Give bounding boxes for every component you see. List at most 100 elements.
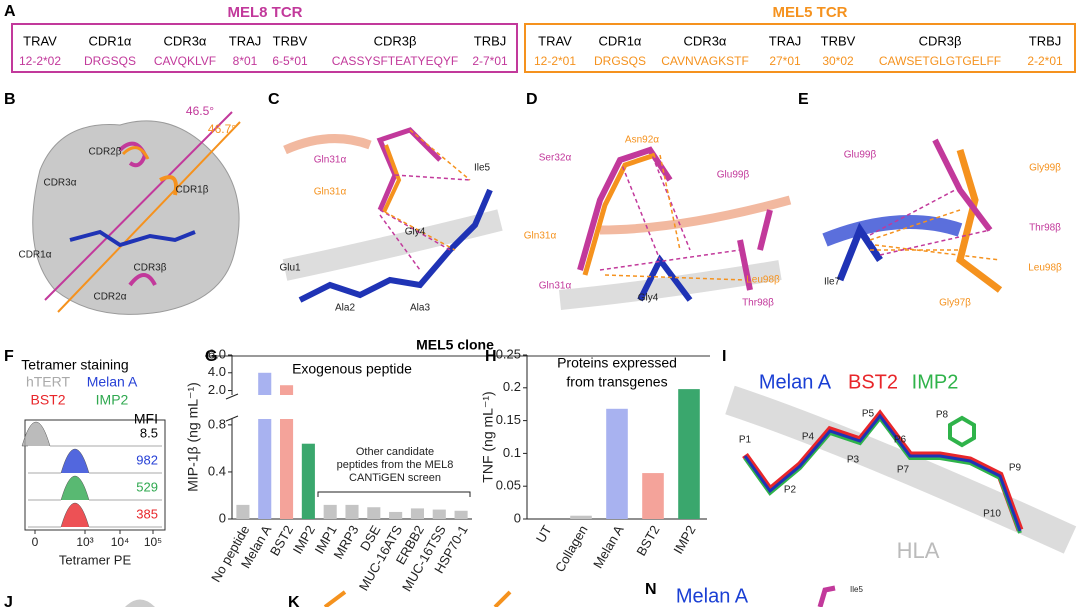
- tcr-header: CDR3β: [374, 33, 417, 48]
- position-label: P6: [894, 435, 907, 446]
- structure-label: Gly4: [638, 293, 659, 304]
- tcr-value: 2-7*01: [472, 54, 508, 68]
- structure-label: Ser32α: [539, 153, 572, 164]
- tcr-header: TRBV: [821, 33, 856, 48]
- ring: [948, 415, 976, 448]
- ribbon: [323, 590, 512, 607]
- helix: [282, 209, 503, 281]
- hla-label: HLA: [897, 538, 940, 563]
- histogram-peak: [21, 422, 162, 447]
- panel-label: G: [205, 348, 217, 365]
- ribbon: [599, 195, 792, 235]
- axis-line: [44, 111, 233, 301]
- surface: [125, 599, 155, 607]
- histogram-peak: [28, 476, 162, 501]
- tcr-header: TRBJ: [474, 33, 507, 48]
- tcr-value: CASSYSFTEATYEQYF: [332, 54, 458, 68]
- x-tick-label: BST2: [267, 523, 296, 559]
- structure-label: CDR3β: [134, 263, 167, 274]
- bar: [410, 508, 424, 519]
- bar: [678, 389, 700, 519]
- y-tick-label: 0: [219, 510, 226, 525]
- y-tick-label: 0: [514, 510, 521, 525]
- position-label: P10: [983, 509, 1001, 520]
- y-tick-label: 0.2: [503, 379, 521, 394]
- panel-label: H: [485, 348, 497, 365]
- tcr-header: CDR3α: [684, 33, 727, 48]
- panel-label: N: [645, 581, 657, 598]
- structure-label: Ile7: [824, 277, 841, 288]
- tcr-value: CAVQKLVF: [154, 54, 216, 68]
- tcr-value: 2-2*01: [1027, 54, 1063, 68]
- structure-label: Thr98β: [742, 298, 774, 309]
- mfi-value: 8.5: [140, 425, 158, 440]
- structure-label: CDR2α: [93, 292, 126, 303]
- chart-title: Exogenous peptide: [292, 361, 412, 377]
- structure-label: Thr98β: [1029, 223, 1061, 234]
- tcr-header: TRAV: [538, 33, 572, 48]
- x-tick-label: Melan A: [590, 522, 627, 570]
- panel-label: J: [4, 594, 13, 607]
- y-tick-label: 0.05: [496, 478, 521, 493]
- x-tick-label: 10³: [76, 535, 93, 549]
- x-tick-label: Collagen: [552, 523, 591, 575]
- bracket: [317, 491, 471, 497]
- x-tick-label: 10⁵: [144, 535, 162, 549]
- panel-title: Melan A: [676, 585, 749, 607]
- bar: [280, 385, 294, 395]
- tcr-header: CDR3β: [919, 33, 962, 48]
- axis-line: [57, 121, 241, 313]
- legend-entry: BST2: [848, 371, 898, 393]
- bar: [570, 515, 592, 519]
- y-axis-label: MIP-1β (ng mL⁻¹): [185, 382, 201, 492]
- x-tick-label: 10⁴: [111, 535, 130, 549]
- panel-label: E: [798, 91, 809, 108]
- loop: [121, 146, 150, 160]
- chart-title: Proteins expressed: [557, 355, 677, 371]
- structure-label: CDR2β: [89, 147, 122, 158]
- ribbon: [283, 134, 372, 155]
- x-tick-label: BST2: [633, 523, 662, 559]
- contact: [384, 129, 471, 251]
- axis-break: [225, 393, 239, 422]
- position-label: P2: [784, 485, 797, 496]
- x-tick-label: IMP2: [290, 523, 318, 557]
- residue: [956, 148, 1003, 293]
- bar: [389, 511, 403, 519]
- tcr-value: 27*01: [769, 54, 801, 68]
- tcr-header: TRAJ: [229, 33, 262, 48]
- mfi-value: 982: [136, 452, 158, 467]
- tcr-title: MEL8 TCR: [228, 4, 303, 21]
- panel-title: Tetramer staining: [21, 357, 128, 373]
- position-label: P5: [862, 409, 875, 420]
- tcr-box: [11, 23, 518, 73]
- structure-label: 46.7°: [208, 122, 236, 136]
- residue: [382, 144, 402, 213]
- mfi-value: 529: [136, 479, 158, 494]
- structure-label: CDR1β: [176, 185, 209, 196]
- y-tick-label: 0.1: [503, 445, 521, 460]
- tcr-title: MEL5 TCR: [773, 4, 848, 21]
- tcr-header: CDR1α: [89, 33, 132, 48]
- structure-label: Gly4: [405, 227, 426, 238]
- legend-entry: IMP2: [912, 371, 959, 393]
- peptide: [69, 229, 196, 248]
- residue: [582, 152, 656, 276]
- position-label: P1: [739, 435, 752, 446]
- tcr-value: DRGSQS: [84, 54, 136, 68]
- structure-label: Gln31α: [314, 155, 347, 166]
- y-tick-label: 0.8: [208, 416, 226, 431]
- y-tick-label: 0.15: [496, 412, 521, 427]
- x-tick-label: 0: [32, 535, 39, 549]
- residue: [737, 209, 773, 291]
- x-axis-label: Tetramer PE: [59, 552, 132, 567]
- tcr-header: CDR1α: [599, 33, 642, 48]
- panel-label: A: [4, 3, 16, 20]
- tcr-header: TRBJ: [1029, 33, 1062, 48]
- panel-label: F: [4, 348, 14, 365]
- y-tick-label: 0.25: [496, 346, 521, 361]
- panel-label: K: [288, 594, 300, 607]
- legend-entry: BST2: [30, 392, 65, 408]
- peptide: [743, 413, 1022, 532]
